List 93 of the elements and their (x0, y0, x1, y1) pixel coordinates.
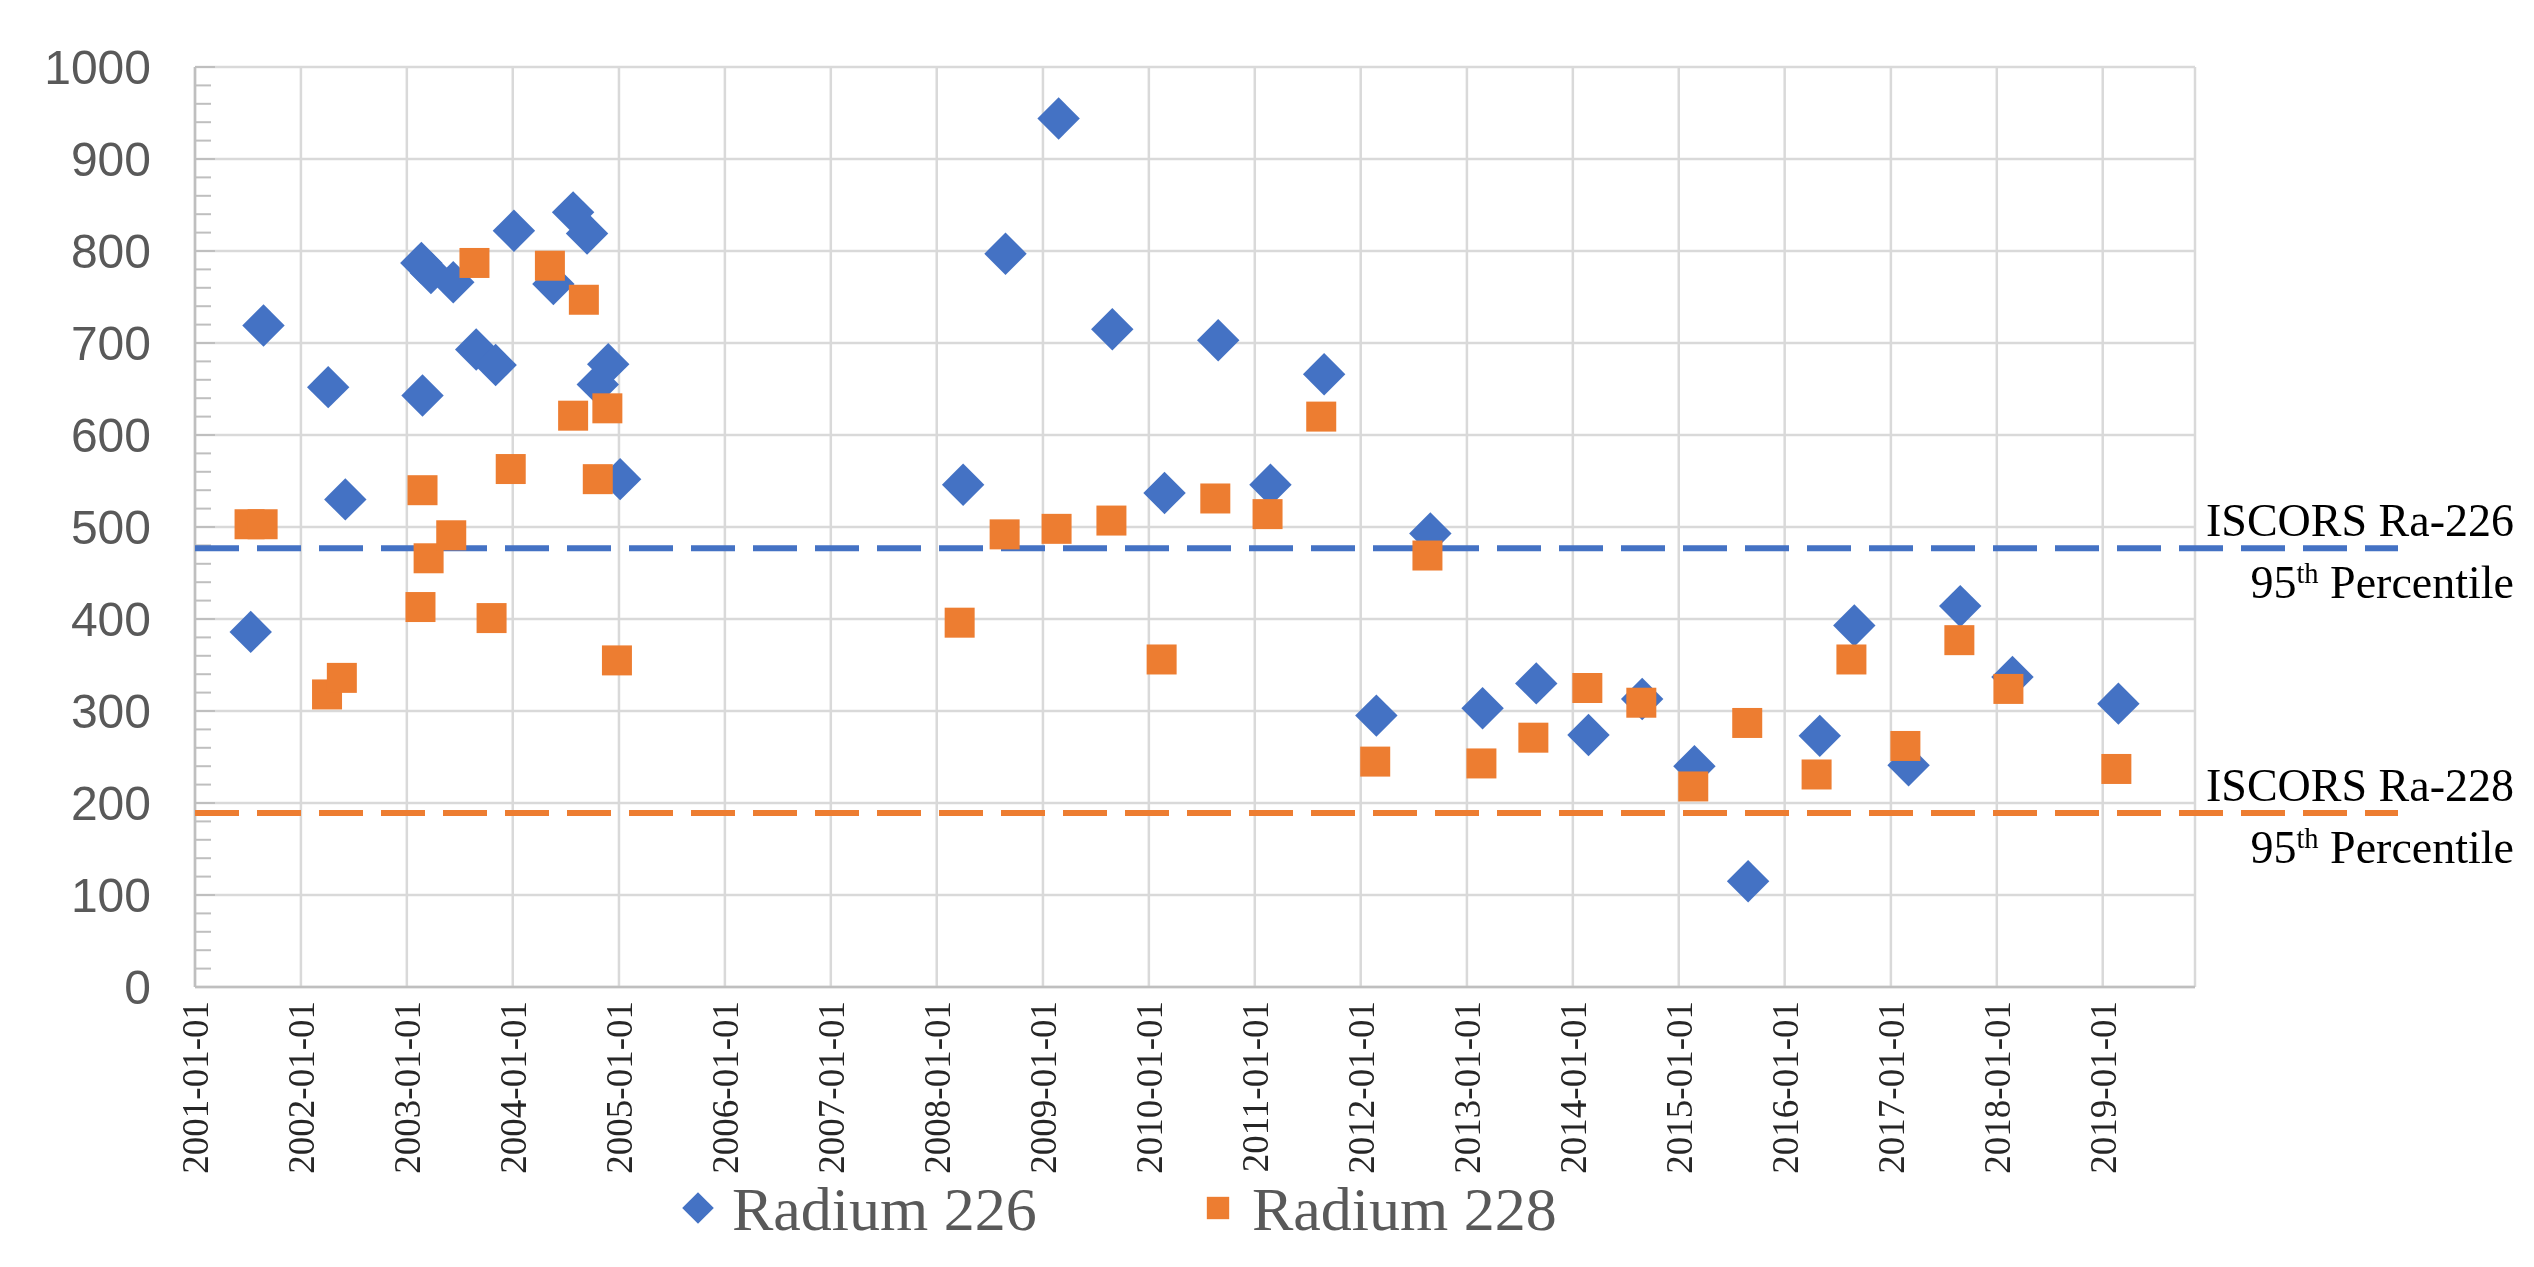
point (1567, 713, 1610, 757)
point (476, 603, 507, 634)
point (1355, 694, 1398, 737)
point (459, 247, 490, 278)
point (1518, 722, 1549, 753)
legend-label: Radium 226 (732, 1175, 1037, 1243)
point (401, 374, 444, 417)
point (1939, 584, 1982, 628)
point (436, 520, 467, 551)
y-tick-label: 0 (124, 960, 151, 1014)
point (944, 607, 975, 638)
y-tick-label: 300 (70, 684, 151, 738)
x-tick-label: 2008-01-01 (916, 1001, 958, 1174)
y-tick-label: 700 (70, 316, 151, 370)
point (565, 212, 609, 255)
x-tick-label: 2009-01-01 (1022, 1001, 1064, 1174)
point (582, 464, 613, 495)
point (495, 454, 526, 485)
point (1798, 714, 1841, 758)
point (492, 209, 536, 252)
x-tick-label: 2004-01-01 (492, 1001, 534, 1174)
point (1041, 513, 1072, 544)
point (306, 365, 350, 409)
point (534, 250, 565, 281)
point (1461, 687, 1504, 730)
point (229, 610, 272, 654)
point (1572, 673, 1603, 703)
point (1412, 540, 1443, 571)
x-tick-label: 2012-01-01 (1340, 1001, 1382, 1174)
x-tick-label: 2015-01-01 (1658, 1001, 1700, 1174)
point (326, 662, 357, 693)
point (558, 400, 589, 431)
x-tick-label: 2002-01-01 (280, 1001, 322, 1174)
ref-line-label: ISCORS Ra-226 95$^{th}$ Percentile (2206, 495, 2514, 609)
point (1801, 759, 1832, 790)
point (1200, 483, 1231, 514)
point (941, 463, 985, 506)
legend-label: Radium 228 (1252, 1175, 1557, 1243)
point (242, 304, 285, 347)
x-tick-label: 2013-01-01 (1446, 1001, 1488, 1174)
point (1360, 746, 1391, 777)
y-tick-label: 400 (70, 592, 151, 646)
x-tick-label: 2018-01-01 (1976, 1001, 2018, 1174)
point (1726, 859, 1770, 903)
point (1466, 748, 1497, 779)
y-tick-label: 600 (70, 408, 151, 462)
point (989, 519, 1020, 550)
point (1515, 662, 1558, 705)
point (413, 543, 444, 574)
point (984, 232, 1027, 275)
y-tick-label: 900 (70, 132, 151, 186)
x-tick-label: 2003-01-01 (386, 1001, 428, 1174)
point (247, 509, 278, 540)
point (1143, 471, 1186, 515)
x-tick-label: 2017-01-01 (1870, 1001, 1912, 1174)
point (1306, 401, 1337, 432)
x-tick-label: 2016-01-01 (1764, 1001, 1806, 1174)
point (1146, 644, 1177, 675)
y-tick-label: 800 (70, 224, 151, 278)
point (1197, 319, 1240, 362)
point (1096, 505, 1127, 536)
x-tick-label: 2010-01-01 (1128, 1001, 1170, 1174)
point (568, 284, 599, 315)
y-tick-label: 1000 (44, 40, 151, 94)
point (1993, 673, 2024, 704)
x-tick-label: 2006-01-01 (704, 1001, 746, 1174)
point (407, 475, 438, 506)
point (1037, 97, 1080, 140)
point (405, 592, 436, 623)
point (324, 478, 367, 521)
x-tick-label: 2014-01-01 (1552, 1001, 1594, 1174)
x-tick-label: 2007-01-01 (810, 1001, 852, 1174)
y-tick-label: 100 (70, 868, 151, 922)
point (2097, 682, 2140, 725)
y-tick-label: 200 (70, 776, 151, 830)
x-tick-label: 2011-01-01 (1234, 1001, 1276, 1173)
point (1836, 644, 1867, 675)
point (592, 393, 623, 424)
ref-line-label: ISCORS Ra-228 95$^{th}$ Percentile (2206, 760, 2514, 874)
point (1890, 730, 1921, 761)
point (1091, 307, 1134, 351)
point (1252, 499, 1283, 530)
x-tick-label: 2001-01-01 (174, 1001, 216, 1174)
y-tick-label: 500 (70, 500, 151, 554)
point (1732, 707, 1763, 738)
point (1678, 771, 1709, 802)
point (2101, 753, 2132, 784)
x-tick-label: 2019-01-01 (2082, 1001, 2124, 1174)
point (1944, 625, 1975, 656)
point (1302, 353, 1346, 396)
x-tick-label: 2005-01-01 (598, 1001, 640, 1174)
point (1833, 604, 1876, 647)
point (601, 645, 632, 676)
